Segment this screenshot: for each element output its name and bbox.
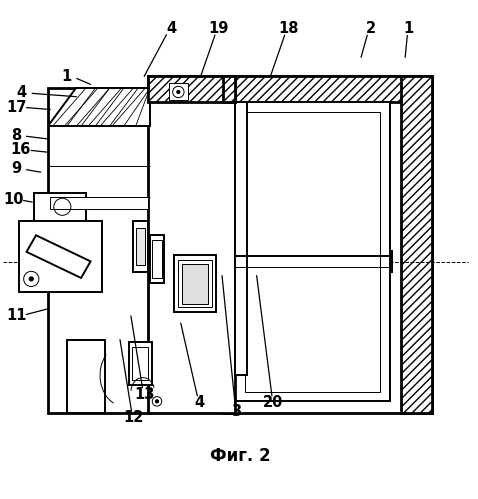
Bar: [152, 240, 162, 278]
Bar: [150, 235, 164, 283]
Bar: [223, 76, 432, 413]
Circle shape: [155, 400, 158, 403]
Text: 1: 1: [403, 21, 413, 36]
Polygon shape: [48, 88, 150, 126]
Text: 1: 1: [62, 69, 72, 84]
Text: 12: 12: [123, 411, 143, 426]
Bar: [33, 193, 86, 221]
Bar: [235, 102, 247, 375]
Bar: [245, 112, 380, 392]
Bar: [136, 228, 145, 265]
Text: 4: 4: [195, 395, 205, 410]
Circle shape: [177, 90, 180, 93]
Bar: [178, 260, 212, 307]
Bar: [235, 102, 390, 401]
Bar: [174, 255, 217, 312]
Text: 20: 20: [263, 395, 283, 410]
Bar: [148, 76, 235, 413]
Bar: [223, 76, 432, 102]
Bar: [182, 264, 208, 303]
Bar: [402, 76, 432, 413]
Bar: [50, 197, 148, 209]
Text: 17: 17: [6, 100, 26, 115]
Text: 9: 9: [11, 161, 21, 176]
Text: 2: 2: [366, 21, 376, 36]
Bar: [148, 76, 235, 102]
Text: 19: 19: [208, 21, 229, 36]
Bar: [48, 88, 150, 413]
Circle shape: [29, 277, 33, 281]
Text: 3: 3: [231, 404, 241, 419]
Bar: [67, 340, 105, 413]
Text: 16: 16: [11, 142, 31, 157]
Text: 18: 18: [278, 21, 299, 36]
Text: 8: 8: [11, 128, 21, 143]
Bar: [223, 76, 235, 102]
Text: 11: 11: [6, 308, 26, 323]
Text: Фиг. 2: Фиг. 2: [210, 447, 271, 465]
Bar: [129, 342, 152, 385]
Text: 13: 13: [134, 387, 154, 402]
Bar: [20, 221, 102, 292]
Text: 4: 4: [17, 85, 27, 100]
Bar: [133, 221, 148, 272]
Bar: [169, 83, 188, 100]
Text: 10: 10: [3, 192, 23, 207]
Text: 4: 4: [167, 21, 177, 36]
Bar: [132, 347, 149, 380]
Polygon shape: [26, 235, 90, 278]
